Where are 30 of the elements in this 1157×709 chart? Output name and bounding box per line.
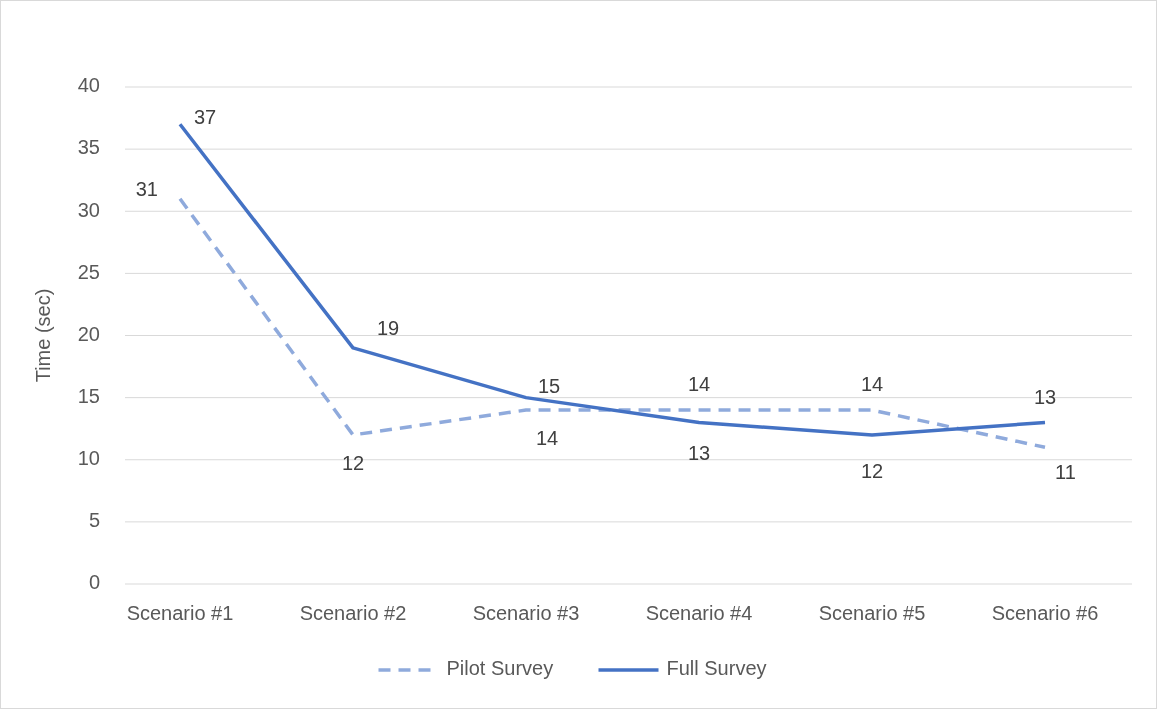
y-tick-label: 25 [77, 260, 100, 283]
data-label: 14 [860, 373, 884, 396]
data-label: 19 [377, 317, 400, 340]
x-tick-label: Scenario #1 [126, 602, 234, 625]
y-tick-label: 0 [88, 571, 100, 594]
y-tick-label: 10 [77, 447, 100, 470]
x-tick-label: Scenario #3 [472, 602, 580, 625]
y-tick-label: 20 [77, 322, 100, 345]
x-tick-label: Scenario #6 [991, 602, 1099, 625]
data-label: 12 [860, 460, 884, 483]
data-label: 14 [687, 373, 711, 396]
x-tick-label: Scenario #4 [645, 602, 753, 625]
y-tick-label: 30 [77, 198, 100, 221]
data-label: 31 [135, 178, 158, 201]
data-label: 13 [687, 441, 711, 464]
y-tick-label: 5 [88, 509, 100, 532]
y-tick-label: 15 [77, 384, 100, 407]
data-label: 15 [538, 374, 561, 397]
y-tick-label: 40 [77, 74, 100, 97]
x-tick-label: Scenario #2 [299, 602, 407, 625]
y-tick-label: 35 [77, 136, 100, 159]
data-label: 37 [194, 105, 217, 128]
legend-label: Full Survey [666, 657, 767, 680]
y-axis-title: Time (sec) [32, 288, 55, 383]
x-tick-label: Scenario #5 [818, 602, 926, 625]
data-label: 14 [536, 427, 559, 450]
data-label: 13 [1033, 385, 1057, 408]
legend-label: Pilot Survey [446, 657, 554, 680]
data-label: 12 [341, 452, 365, 475]
data-label: 11 [1055, 460, 1076, 483]
